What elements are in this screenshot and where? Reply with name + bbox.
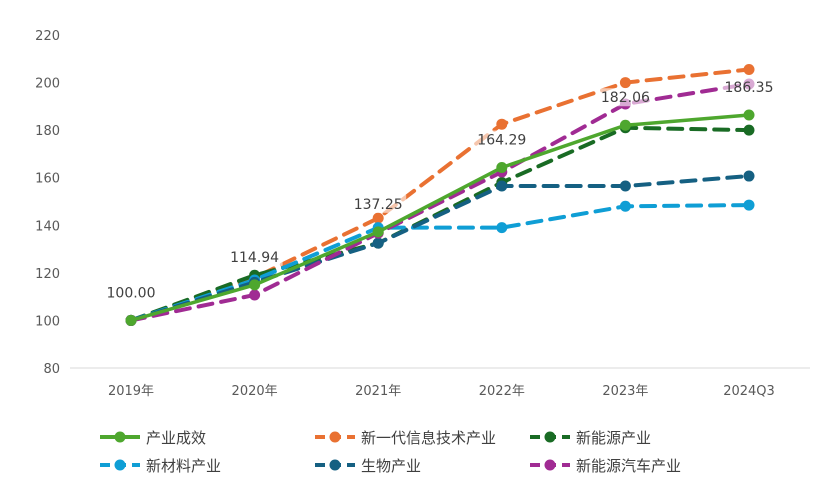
data-point — [743, 63, 755, 75]
data-point — [496, 162, 508, 174]
y-tick-label: 100 — [35, 314, 60, 329]
legend-marker — [114, 459, 126, 471]
data-point — [743, 124, 755, 136]
data-point — [619, 77, 631, 89]
legend-marker — [544, 459, 556, 471]
data-label: 137.25 — [354, 197, 403, 213]
data-point — [743, 199, 755, 211]
series-line — [129, 113, 751, 323]
y-tick-label: 120 — [35, 267, 60, 282]
data-point — [619, 200, 631, 212]
legend-marker — [544, 431, 556, 443]
data-point — [496, 222, 508, 234]
x-tick-label: 2021年 — [355, 384, 401, 399]
data-point — [743, 170, 755, 182]
legend-marker — [329, 459, 341, 471]
series-0 — [125, 109, 755, 326]
data-label: 182.06 — [601, 90, 650, 106]
data-label-bg — [226, 247, 283, 266]
legend-item: 生物产业 — [315, 457, 421, 475]
legend-item: 新材料产业 — [100, 457, 221, 475]
legend-item: 新能源产业 — [530, 429, 651, 447]
data-point — [496, 118, 508, 130]
x-tick-label: 2024Q3 — [723, 384, 775, 399]
y-tick-label: 80 — [43, 362, 60, 377]
series-line — [129, 174, 751, 323]
data-labels: 100.00 114.94 137.25 164.29 182.06 186.35 — [103, 78, 777, 302]
legend-item: 新一代信息技术产业 — [315, 429, 496, 447]
legend-label: 新一代信息技术产业 — [361, 429, 496, 447]
data-label-bg — [473, 130, 530, 149]
data-point — [125, 314, 137, 326]
data-label: 114.94 — [230, 250, 279, 266]
data-point — [496, 180, 508, 192]
y-axis: 80 100 120 140 160 180 200 220 — [35, 29, 60, 377]
data-point — [249, 289, 261, 301]
y-tick-label: 200 — [35, 77, 60, 92]
legend-item: 产业成效 — [100, 429, 206, 447]
legend-label: 新能源汽车产业 — [576, 457, 681, 475]
x-tick-label: 2022年 — [479, 384, 525, 399]
data-label: 100.00 — [107, 285, 156, 301]
y-tick-label: 160 — [35, 172, 60, 187]
series-3 — [125, 199, 755, 326]
series-group — [125, 63, 755, 326]
y-tick-label: 180 — [35, 124, 60, 139]
x-tick-label: 2020年 — [232, 384, 278, 399]
data-point — [372, 237, 384, 249]
series-line — [129, 203, 751, 323]
legend-label: 生物产业 — [361, 457, 421, 475]
data-point — [619, 180, 631, 192]
data-label-bg — [721, 78, 777, 97]
x-tick-label: 2019年 — [108, 384, 154, 399]
series-line — [129, 67, 751, 323]
data-label-bg — [597, 88, 654, 107]
legend-label: 新能源产业 — [576, 429, 651, 447]
legend-marker — [329, 431, 341, 443]
data-point — [743, 109, 755, 121]
legend-marker — [114, 431, 126, 443]
data-point — [372, 212, 384, 224]
data-point — [249, 279, 261, 291]
x-tick-label: 2023年 — [602, 384, 648, 399]
x-axis: 2019年 2020年 2021年 2022年 2023年 2024Q3 — [108, 384, 775, 399]
data-label-bg — [103, 283, 159, 302]
legend-label: 新材料产业 — [146, 457, 221, 475]
data-label: 164.29 — [477, 133, 526, 149]
y-tick-label: 220 — [35, 29, 60, 44]
data-point — [372, 226, 384, 238]
data-point — [619, 119, 631, 131]
legend-label: 产业成效 — [146, 429, 206, 447]
data-label: 186.35 — [725, 80, 774, 96]
legend-item: 新能源汽车产业 — [530, 457, 681, 475]
data-label-bg — [350, 194, 407, 213]
y-tick-label: 140 — [35, 219, 60, 234]
